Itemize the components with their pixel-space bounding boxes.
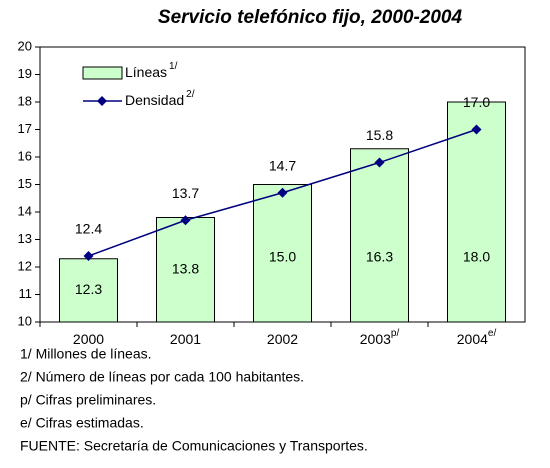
legend-marker <box>97 96 107 106</box>
marker <box>277 187 288 198</box>
bar-value-label: 13.8 <box>172 260 199 276</box>
bar-value-label: 12.3 <box>75 281 102 297</box>
legend-text: Densidad <box>125 92 184 108</box>
x-tick-label: 2003p/ <box>360 328 400 347</box>
y-tick-label: 14 <box>18 203 32 218</box>
line-value-label: 13.7 <box>172 185 199 201</box>
x-tick-label: 2002 <box>267 331 298 347</box>
y-tick-label: 19 <box>18 66 32 81</box>
x-tick-text: 2004 <box>457 331 488 347</box>
x-tick-text: 2001 <box>170 331 201 347</box>
line-value-label: 15.8 <box>366 127 393 143</box>
line-value-label: 12.4 <box>75 221 102 237</box>
bar-value-label: 18.0 <box>463 249 490 265</box>
bar <box>447 101 506 323</box>
bar <box>253 184 312 323</box>
legend-note: 1/ <box>169 61 178 72</box>
bar <box>59 258 118 323</box>
y-tick-label: 12 <box>18 258 32 273</box>
y-tick-label: 13 <box>18 231 32 246</box>
line-value-label: 14.7 <box>269 157 296 173</box>
marker <box>471 124 482 135</box>
bar <box>156 217 215 323</box>
y-tick-label: 16 <box>18 148 32 163</box>
y-tick-label: 15 <box>18 176 32 191</box>
marker <box>374 157 385 168</box>
legend-text: Líneas <box>125 64 167 80</box>
x-tick-label: 2004e/ <box>457 328 497 347</box>
footnote: 2/ Número de líneas por cada 100 habitan… <box>20 369 304 385</box>
footnote: FUENTE: Secretaría de Comunicaciones y T… <box>20 438 368 454</box>
x-tick-note: e/ <box>488 328 497 339</box>
legend-label: Densidad 2/ <box>125 89 195 108</box>
y-tick-label: 11 <box>19 286 33 301</box>
chart-title: Servicio telefónico fijo, 2000-2004 <box>158 7 463 28</box>
y-tick-label: 10 <box>18 313 32 328</box>
x-tick-note: p/ <box>391 328 400 339</box>
y-tick-label: 18 <box>18 93 32 108</box>
x-tick-text: 2000 <box>73 331 104 347</box>
marker <box>83 251 94 261</box>
bar <box>350 148 409 323</box>
bar-value-label: 15.0 <box>269 249 296 265</box>
footnote: 1/ Millones de líneas. <box>20 346 152 362</box>
footnote: e/ Cifras estimadas. <box>20 415 144 431</box>
footnote: p/ Cifras preliminares. <box>20 392 156 408</box>
y-tick-label: 17 <box>18 121 32 136</box>
legend-swatch <box>82 66 123 80</box>
marker <box>180 215 191 226</box>
bar-value-label: 16.3 <box>366 249 393 265</box>
x-tick-label: 2001 <box>170 331 201 347</box>
legend-note: 2/ <box>186 89 195 100</box>
line-value-label: 17.0 <box>463 94 490 110</box>
x-tick-label: 2000 <box>73 331 104 347</box>
y-tick-label: 20 <box>18 38 32 53</box>
x-tick-text: 2003 <box>360 331 391 347</box>
legend-label: Líneas 1/ <box>125 61 178 80</box>
x-tick-text: 2002 <box>267 331 298 347</box>
